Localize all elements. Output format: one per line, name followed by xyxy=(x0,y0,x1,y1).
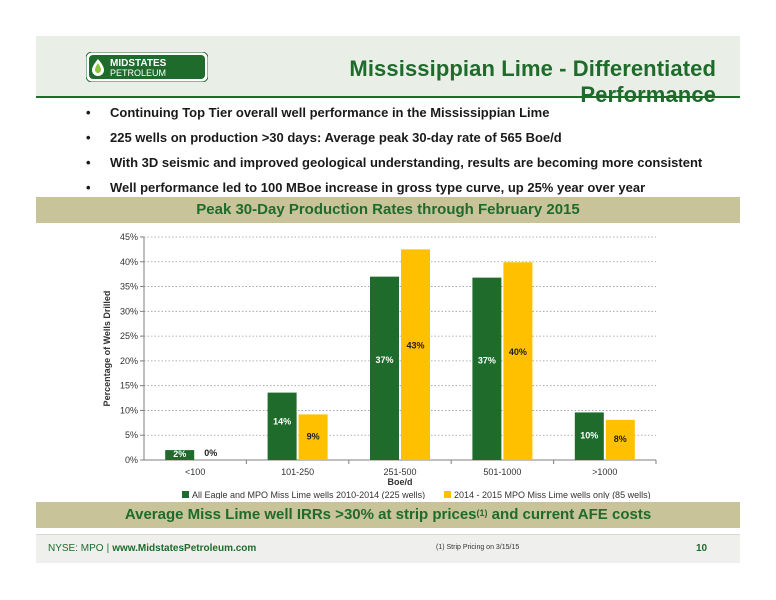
x-axis-title: Boe/d xyxy=(387,477,412,487)
x-tick-label: <100 xyxy=(185,467,205,477)
y-tick-label: 15% xyxy=(120,381,138,391)
midstates-logo: MIDSTATES PETROLEUM xyxy=(86,52,208,82)
page-number: 10 xyxy=(696,543,708,554)
website-link[interactable]: www.MidstatesPetroleum.com xyxy=(112,543,257,554)
y-axis-title: Percentage of Wells Drilled xyxy=(102,291,112,407)
data-label: 40% xyxy=(509,347,527,357)
footnote: (1) Strip Pricing on 3/15/15 xyxy=(436,544,520,551)
data-label: 9% xyxy=(307,431,320,441)
chart-title-band: Peak 30-Day Production Rates through Feb… xyxy=(36,197,740,223)
bullet-item: With 3D seismic and improved geological … xyxy=(86,153,726,178)
footnote-marker: (1) xyxy=(476,508,488,518)
footer-contact: NYSE: MPO | www.MidstatesPetroleum.com xyxy=(48,543,256,554)
page-title: Mississippian Lime - Differentiated Perf… xyxy=(349,56,716,107)
x-tick-label: 251-500 xyxy=(383,467,416,477)
data-label: 10% xyxy=(580,431,598,441)
bar-mpo-wells xyxy=(401,249,430,460)
bar-all-wells xyxy=(267,392,297,460)
x-tick-label: 501-1000 xyxy=(483,467,521,477)
header-bar: MIDSTATES PETROLEUM Mississippian Lime -… xyxy=(36,36,740,107)
data-label: 2% xyxy=(173,449,186,459)
y-tick-label: 5% xyxy=(125,430,138,440)
slide: MIDSTATES PETROLEUM Mississippian Lime -… xyxy=(36,36,740,564)
footer-separator: | xyxy=(106,543,110,554)
data-label: 37% xyxy=(478,355,496,365)
y-tick-label: 40% xyxy=(120,257,138,267)
irr-summary-band: Average Miss Lime well IRRs >30% at stri… xyxy=(36,502,740,528)
bullet-item: Well performance led to 100 MBoe increas… xyxy=(86,178,726,203)
y-tick-label: 35% xyxy=(120,282,138,292)
irr-text: Average Miss Lime well IRRs >30% at stri… xyxy=(124,506,477,523)
bar-all-wells xyxy=(370,276,399,460)
bullet-item: 225 wells on production >30 days: Averag… xyxy=(86,128,726,153)
y-tick-label: 25% xyxy=(120,331,138,341)
ticker: NYSE: MPO xyxy=(48,543,104,554)
irr-text-end: and current AFE costs xyxy=(487,506,652,523)
y-tick-label: 10% xyxy=(120,405,138,415)
bar-all-wells xyxy=(574,412,604,460)
svg-text:MIDSTATES: MIDSTATES xyxy=(110,58,167,69)
footer: NYSE: MPO | www.MidstatesPetroleum.com (1)… xyxy=(36,534,740,563)
bullet-item: Continuing Top Tier overall well perform… xyxy=(86,103,726,128)
bar-chart: 0% 5% 10% 15% 20% 25% 30% 35% 40% 45% <100 2% 0% 101-… xyxy=(102,232,657,499)
data-label: 14% xyxy=(273,416,291,426)
x-tick-label: >1000 xyxy=(592,467,617,477)
y-tick-label: 45% xyxy=(120,232,138,242)
data-label: 43% xyxy=(406,340,424,350)
data-label: 37% xyxy=(375,355,393,365)
y-tick-label: 30% xyxy=(120,306,138,316)
data-label: 0% xyxy=(204,448,217,458)
x-tick-label: 101-250 xyxy=(281,467,314,477)
y-tick-label: 20% xyxy=(120,356,138,366)
data-label: 8% xyxy=(614,434,627,444)
bar-all-wells xyxy=(165,450,195,460)
bar-mpo-wells xyxy=(503,262,533,460)
bar-mpo-wells xyxy=(298,414,328,460)
legend-label: All Eagle and MPO Miss Lime wells 2010-2… xyxy=(192,490,425,499)
bar-mpo-wells xyxy=(605,419,635,460)
svg-text:PETROLEUM: PETROLEUM xyxy=(110,68,166,78)
legend-swatch-mpo-wells xyxy=(444,491,451,498)
y-tick-label: 0% xyxy=(125,455,138,465)
legend-swatch-all-wells xyxy=(182,491,189,498)
legend-label: 2014 - 2015 MPO Miss Lime wells only (85… xyxy=(454,490,651,499)
bar-all-wells xyxy=(472,277,502,460)
bullet-list: Continuing Top Tier overall well perform… xyxy=(86,103,726,203)
